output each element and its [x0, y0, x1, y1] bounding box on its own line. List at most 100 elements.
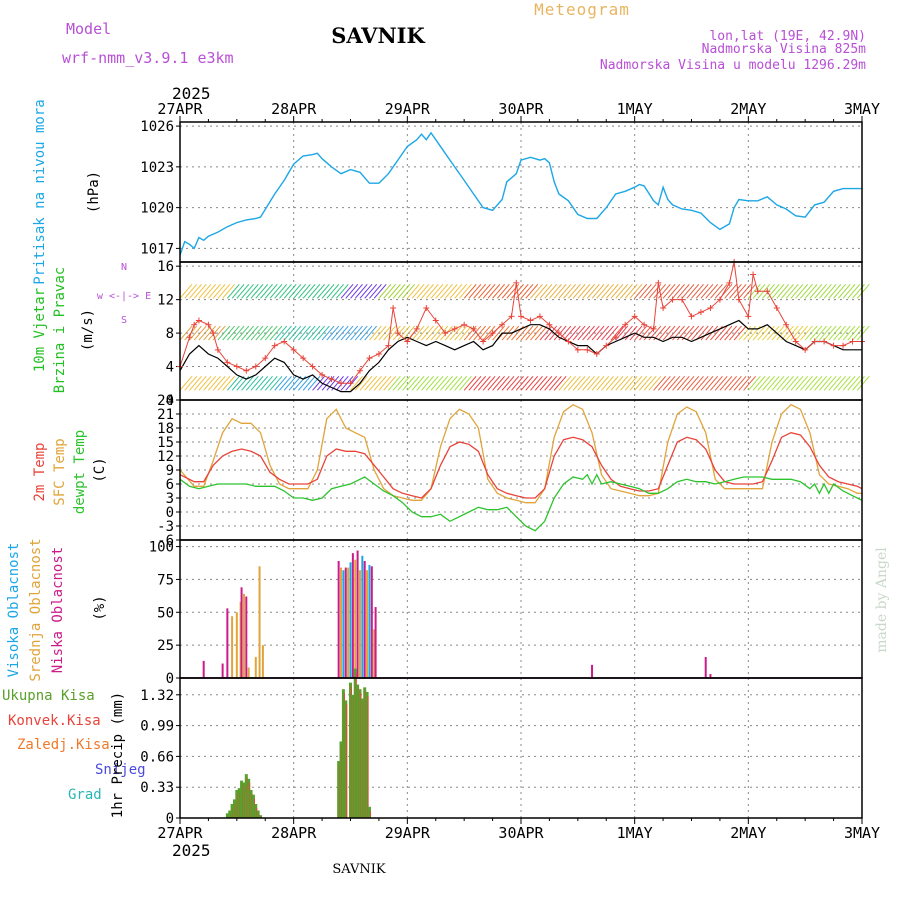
- wind-barb: [212, 375, 226, 391]
- wind-barb: [364, 375, 378, 391]
- wind-barb: [250, 325, 264, 341]
- precip-tick-label: 1.32: [140, 688, 174, 704]
- wind-barb: [369, 325, 382, 341]
- wind-gust-marker: [470, 325, 477, 332]
- wind-barb: [691, 375, 704, 391]
- wind-barb: [274, 325, 288, 341]
- wind-barb: [231, 375, 245, 391]
- wind-gust-marker: [233, 363, 240, 370]
- panel-frame: [179, 677, 863, 819]
- cloud-tick-label: 100: [149, 540, 174, 556]
- wind-barb: [298, 325, 311, 341]
- wind-barb: [203, 375, 217, 391]
- wind-ylabel-2: Brzina i Pravac: [52, 267, 68, 393]
- wind-ylabel-1: 10m Vjetar: [32, 288, 48, 372]
- wind-barb: [634, 375, 648, 391]
- wind-barb: [189, 283, 202, 299]
- wind-barb: [359, 325, 373, 341]
- wind-barb: [208, 283, 221, 299]
- precip-bar: [251, 794, 255, 818]
- wind-barb: [681, 283, 695, 299]
- temp-tick-label: -3: [157, 519, 174, 535]
- wind-barb: [800, 375, 813, 391]
- cloud-tick-label: 25: [157, 638, 174, 654]
- wind-barb: [217, 283, 231, 299]
- wind-barb: [203, 283, 217, 299]
- wind-barb: [515, 375, 529, 391]
- wind-gust-marker: [461, 321, 468, 328]
- pressure-tick-label: 1020: [140, 201, 174, 217]
- wind-barb: [534, 283, 548, 299]
- dew-ylabel: dewpt Temp: [72, 430, 88, 514]
- wind-barb: [260, 325, 273, 341]
- precip-tick-label: 0.66: [140, 749, 174, 765]
- wind-barb: [388, 325, 401, 341]
- wind-gust-marker: [513, 279, 520, 286]
- wind-barb: [563, 375, 577, 391]
- wind-gust-marker: [309, 363, 316, 370]
- wind-barb: [397, 375, 411, 391]
- wind-barb: [359, 283, 373, 299]
- wind-barb: [369, 375, 382, 391]
- meteogram-title: Meteogram: [534, 0, 630, 19]
- cloud-bar: [591, 664, 594, 678]
- wind-barb: [842, 283, 856, 299]
- wind-tick-label: 4: [166, 360, 174, 376]
- wind-barb: [743, 375, 756, 391]
- pressure-ylabel: Pritisak na nivou mora: [32, 99, 48, 284]
- wind-barb: [250, 375, 264, 391]
- wind-barb: [473, 283, 487, 299]
- wind-barb: [586, 375, 600, 391]
- temp-tick-label: -6: [157, 533, 174, 549]
- wind-barb: [354, 375, 368, 391]
- wind-gust-marker: [735, 296, 742, 303]
- temp-tick-label: 3: [166, 491, 174, 507]
- wind-gust-marker: [655, 279, 662, 286]
- wind-barb: [657, 375, 671, 391]
- wind-barb: [639, 325, 652, 341]
- wind-barb: [567, 283, 581, 299]
- wind-barb: [406, 283, 420, 299]
- wind-gust-marker: [271, 342, 278, 349]
- precip-legend-item: Zaledj.Kisa: [17, 737, 110, 753]
- precip-conv-bar: [367, 696, 369, 818]
- wind-barb: [847, 283, 861, 299]
- wind-barb: [241, 375, 254, 391]
- cloud-bar: [351, 553, 354, 678]
- wind-barb: [255, 283, 269, 299]
- wind-barb: [416, 283, 430, 299]
- wind-barb: [776, 325, 790, 341]
- wind-barb: [572, 375, 586, 391]
- wind-barb: [241, 283, 254, 299]
- wind-barb: [463, 375, 477, 391]
- wind-barb: [392, 375, 406, 391]
- wind-barb: [676, 375, 690, 391]
- precip-bar: [228, 810, 232, 818]
- wind-barb: [307, 375, 321, 391]
- wind-barb: [620, 375, 633, 391]
- wind-barb: [350, 283, 363, 299]
- cloud-bar: [361, 555, 364, 678]
- precip-bar: [358, 689, 362, 818]
- date-label-bottom: 27APR: [157, 824, 203, 842]
- precip-tick-label: 0.33: [140, 780, 174, 796]
- wind-barb: [463, 283, 477, 299]
- wind-barb: [421, 375, 434, 391]
- wind-gust-marker: [252, 363, 259, 370]
- precip-conv-bar: [346, 704, 348, 818]
- wind-barb: [771, 283, 785, 299]
- wind-barb: [331, 283, 344, 299]
- wind-gust-marker: [480, 338, 487, 345]
- wind-gust-marker: [432, 317, 439, 324]
- cloud-bar: [356, 550, 359, 678]
- wind-compass-n: N: [121, 262, 127, 273]
- wind-barb: [212, 283, 226, 299]
- precip-bar: [363, 687, 367, 818]
- wind-barb: [714, 283, 728, 299]
- wind-barb: [847, 375, 861, 391]
- cloud-bar: [221, 663, 224, 678]
- cloud-bar: [235, 612, 238, 678]
- wind-barb: [747, 375, 761, 391]
- wind-barb: [487, 375, 501, 391]
- wind-tick-label: 16: [157, 259, 174, 275]
